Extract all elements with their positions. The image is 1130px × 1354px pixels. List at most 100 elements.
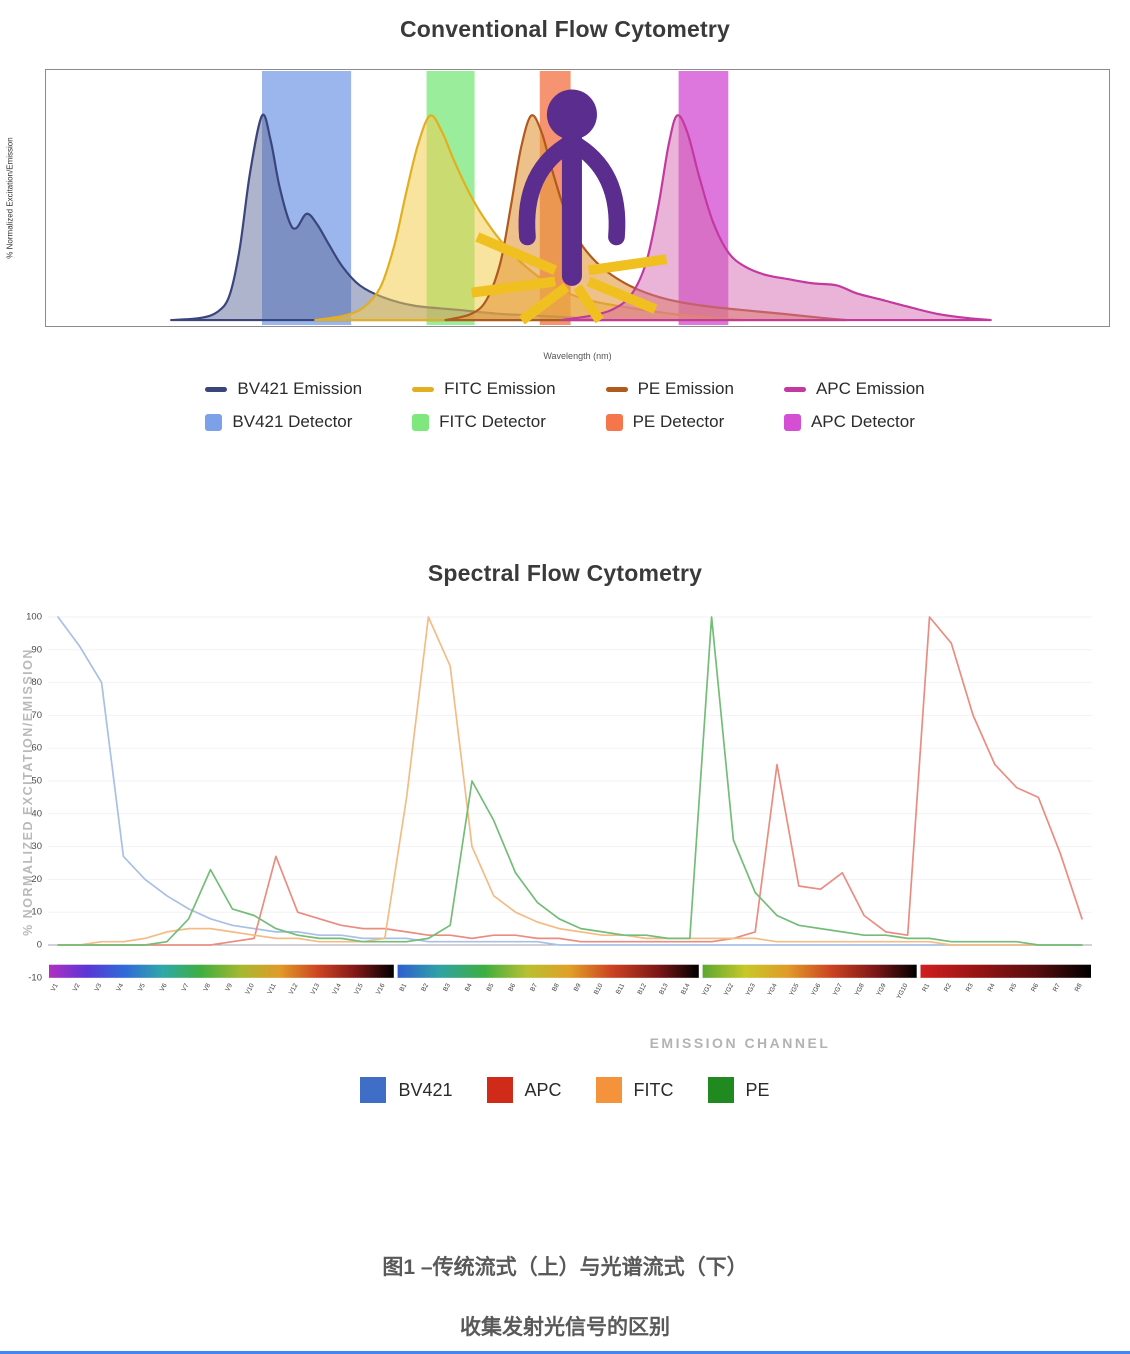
- svg-text:30: 30: [31, 841, 42, 852]
- svg-text:B3: B3: [442, 982, 452, 993]
- svg-text:B14: B14: [680, 982, 692, 996]
- spectral-lines: [57, 616, 1083, 946]
- svg-text:V12: V12: [288, 982, 300, 996]
- legend-label: FITC Detector: [439, 412, 546, 431]
- conventional-chart-title: Conventional Flow Cytometry: [400, 16, 730, 42]
- x-axis-channel-labels: V1 V2 V3 V4 V5 V6 V7 V8 V9 V10 V11 V12 V13 V14 V15 V16 B…: [50, 982, 1084, 1000]
- svg-text:60: 60: [31, 743, 42, 754]
- legend-item-pe-detector: PE Detector: [605, 412, 734, 432]
- legend-label: BV421 Detector: [232, 412, 353, 431]
- spectral-line-bv421: [57, 616, 1083, 946]
- legend-label: BV421: [398, 1079, 453, 1100]
- svg-text:B8: B8: [551, 982, 561, 993]
- legend-swatch-icon: [412, 386, 435, 392]
- emission-curve-apc-emission: [560, 114, 992, 322]
- legend-item-apc-emission: APC Emission: [783, 379, 925, 399]
- channel-strip-blue: [397, 964, 699, 978]
- svg-text:B9: B9: [573, 982, 583, 993]
- svg-text:R7: R7: [1052, 982, 1062, 993]
- svg-text:V10: V10: [244, 982, 256, 996]
- legend-label: APC: [524, 1079, 562, 1100]
- svg-text:B10: B10: [593, 982, 605, 996]
- svg-text:V15: V15: [353, 982, 365, 996]
- legend-swatch-icon: [595, 1077, 622, 1103]
- svg-text:V8: V8: [202, 982, 212, 993]
- svg-text:R5: R5: [1008, 982, 1018, 993]
- svg-text:YG10: YG10: [895, 982, 909, 1000]
- spectral-x-axis-label: EMISSION CHANNEL: [649, 1035, 831, 1051]
- legend-swatch-icon: [783, 413, 801, 431]
- svg-text:V16: V16: [375, 982, 387, 996]
- legend-label: BV421 Emission: [237, 379, 363, 398]
- legend-item-fitc-emission: FITC Emission: [412, 379, 556, 399]
- spectral-line-pe: [57, 616, 1083, 946]
- svg-text:B2: B2: [420, 982, 430, 993]
- svg-text:R3: R3: [965, 982, 975, 993]
- svg-text:YG5: YG5: [788, 982, 800, 997]
- svg-text:R6: R6: [1030, 982, 1040, 993]
- svg-text:50: 50: [31, 776, 42, 787]
- svg-text:B11: B11: [615, 982, 627, 995]
- sunburst-icon: [471, 232, 668, 325]
- legend-item-bv421-emission: BV421 Emission: [205, 379, 362, 399]
- conventional-chart-section: Conventional Flow Cytometry % Normalized…: [0, 16, 1130, 432]
- channel-strip-red: [920, 964, 1091, 978]
- svg-text:V13: V13: [310, 982, 322, 996]
- svg-text:0: 0: [37, 940, 42, 951]
- legend-swatch-icon: [360, 1077, 387, 1103]
- legend-label: PE Emission: [637, 379, 734, 398]
- svg-text:B6: B6: [507, 982, 517, 993]
- legend-label: PE Detector: [632, 412, 725, 431]
- legend-item-fitc-detector: FITC Detector: [412, 412, 555, 432]
- legend-swatch-icon: [605, 386, 628, 392]
- svg-text:B13: B13: [658, 982, 670, 996]
- figure-caption-line-2: 收集发射光信号的区别: [460, 1316, 670, 1339]
- figure-caption: 图1 –传统流式（上）与光谱流式（下） 收集发射光信号的区别: [0, 1251, 1130, 1341]
- svg-text:YG6: YG6: [810, 982, 822, 997]
- svg-text:90: 90: [31, 644, 42, 655]
- svg-text:R4: R4: [987, 982, 997, 993]
- svg-text:B12: B12: [636, 982, 648, 996]
- legend-label: APC Emission: [815, 379, 925, 398]
- svg-text:100: 100: [26, 612, 42, 623]
- legend-item-bv421: BV421: [360, 1077, 453, 1103]
- emission-channel-strip: [49, 964, 1091, 978]
- svg-text:YG8: YG8: [854, 982, 866, 997]
- legend-swatch-icon: [783, 386, 806, 392]
- svg-text:40: 40: [31, 808, 42, 819]
- svg-text:R2: R2: [943, 982, 953, 993]
- svg-text:20: 20: [31, 874, 42, 885]
- channel-strip-violet: [49, 964, 394, 978]
- legend-item-bv421-detector: BV421 Detector: [205, 412, 362, 432]
- legend-item-pe-emission: PE Emission: [605, 379, 734, 399]
- conventional-plot-area: [45, 69, 1110, 327]
- svg-text:YG3: YG3: [745, 982, 757, 997]
- conventional-y-axis-label: % Normalized Excitation/Emission: [5, 137, 15, 259]
- svg-text:V4: V4: [115, 982, 125, 993]
- svg-text:B4: B4: [464, 982, 474, 993]
- svg-text:YG1: YG1: [701, 982, 713, 997]
- legend-swatch-icon: [605, 413, 623, 431]
- svg-text:V3: V3: [93, 982, 103, 993]
- svg-text:B5: B5: [486, 982, 496, 993]
- svg-text:YG4: YG4: [766, 982, 778, 997]
- conventional-chart-area: % Normalized Excitation/Emission: [6, 69, 1110, 327]
- channel-strip-yellowgreen: [702, 964, 917, 978]
- svg-text:80: 80: [31, 677, 42, 688]
- svg-text:YG2: YG2: [723, 982, 735, 997]
- conventional-x-axis-label: Wavelength (nm): [543, 351, 612, 361]
- svg-text:R8: R8: [1074, 982, 1084, 993]
- vendor-logo-icon: [471, 89, 668, 325]
- legend-swatch-icon: [205, 413, 223, 431]
- figure-caption-line-1: 图1 –传统流式（上）与光谱流式（下）: [382, 1256, 748, 1279]
- spectral-chart-section: Spectral Flow Cytometry % NORMALIZED EXC…: [0, 560, 1130, 1103]
- svg-text:V6: V6: [159, 982, 169, 993]
- legend-item-apc: APC: [486, 1077, 562, 1103]
- spectral-chart-area: % NORMALIZED EXCITATION/EMISSION 100 90 80…: [14, 603, 1099, 1033]
- legend-swatch-icon: [205, 386, 228, 392]
- legend-label: FITC Emission: [444, 379, 556, 398]
- legend-label: APC Detector: [810, 412, 915, 431]
- svg-text:V2: V2: [72, 982, 82, 993]
